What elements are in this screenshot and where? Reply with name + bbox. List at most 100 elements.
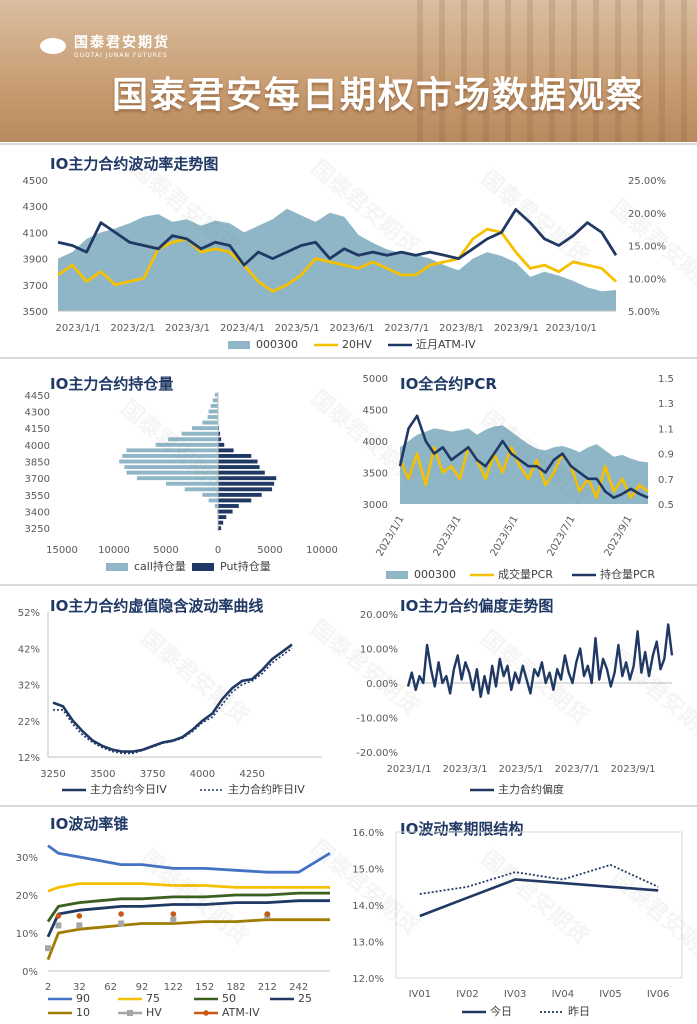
x-tick-label: 212	[258, 982, 277, 993]
y-tick-label: 12.0%	[352, 974, 384, 985]
company-logo: 国泰君安期货 GUOTAI JUNAN FUTURES	[40, 32, 170, 59]
divider	[0, 584, 697, 586]
series-area-000300	[58, 208, 616, 311]
bar-put-4050	[218, 437, 222, 442]
y-right-tick-label: 20.00%	[628, 209, 666, 220]
y-tick-label: 4450	[25, 391, 50, 402]
x-tick-label: 2023/2/1	[110, 323, 155, 334]
page-title: 国泰君安每日期权市场数据观察	[112, 75, 645, 116]
y-tick-label: 42%	[18, 644, 40, 655]
bar-call-4400	[212, 398, 218, 403]
y-left-tick-label: 4500	[23, 176, 48, 187]
x-tick-label: 2023/4/1	[220, 323, 265, 334]
bar-call-4450	[214, 392, 218, 397]
bar-call-3750	[126, 470, 218, 475]
series-line-主力合约今日IV	[52, 643, 293, 753]
y-left-tick-label: 4300	[23, 202, 48, 213]
legend-label: 25	[298, 992, 312, 1005]
y-left-tick-label: 3000	[363, 500, 388, 511]
x-tick-label: 182	[226, 982, 245, 993]
legend-label: 主力合约今日IV	[90, 782, 167, 796]
bar-call-4200	[202, 420, 218, 425]
series-line-cone-25	[46, 899, 330, 938]
x-tick-label: IV03	[504, 989, 527, 1000]
x-tick-label: 3250	[40, 769, 65, 780]
y-right-tick-label: 0.9	[658, 450, 674, 461]
bar-call-3400	[216, 509, 218, 514]
y-tick-label: 20.00%	[360, 610, 398, 621]
x-tick-label: 2023/9/1	[603, 514, 635, 558]
y-left-tick-label: 3900	[23, 255, 48, 266]
x-tick-label: 2023/7/1	[546, 514, 578, 558]
x-tick-label: 2023/7/1	[384, 323, 429, 334]
y-tick-label: -10.00%	[356, 714, 398, 725]
marker-hv	[170, 916, 177, 923]
legend-swatch	[106, 563, 128, 571]
series-line-term-昨日	[419, 863, 659, 895]
marker-hv	[76, 922, 83, 929]
bar-put-3500	[218, 498, 252, 503]
bar-put-4100	[218, 431, 221, 436]
x-tick-label: 92	[136, 982, 149, 993]
bar-put-3400	[218, 509, 233, 514]
x-tick-label: IV04	[552, 989, 575, 1000]
x-tick-label: 10000	[98, 545, 130, 556]
legend-label: 50	[222, 992, 236, 1005]
series-line-term-今日	[419, 878, 659, 918]
divider	[0, 357, 697, 359]
bar-put-3650	[218, 481, 275, 486]
x-tick-label: 2023/3/1	[443, 764, 488, 775]
series-line-主力合约昨日IV	[53, 647, 293, 755]
panel-title-term: IO波动率期限结构	[400, 820, 524, 838]
bar-put-3350	[218, 515, 227, 520]
y-tick-label: 30%	[16, 853, 38, 864]
y-tick-label: 10.00%	[360, 645, 398, 656]
x-tick-label: IV05	[599, 989, 622, 1000]
marker-hv	[45, 945, 51, 952]
y-left-tick-label: 3500	[23, 307, 48, 318]
legend-label: 000300	[256, 338, 298, 351]
bar-put-3450	[218, 504, 239, 508]
panel-title-skew: IO主力合约偏度走势图	[400, 597, 554, 615]
legend-marker-hv	[127, 1010, 133, 1016]
x-tick-label: 2023/1/1	[375, 514, 407, 558]
bar-call-3800	[124, 465, 218, 470]
legend-label: ATM-IV	[222, 1006, 260, 1019]
bar-call-3950	[126, 448, 218, 453]
y-tick-label: 3400	[25, 508, 50, 519]
bar-put-3600	[218, 487, 273, 492]
y-left-tick-label: 3700	[23, 281, 48, 292]
marker-hv	[55, 922, 62, 929]
series-line-cone-50	[46, 891, 330, 923]
y-tick-label: -20.00%	[356, 748, 398, 759]
legend-label: call持仓量	[134, 559, 186, 573]
bar-call-3600	[184, 487, 218, 492]
legend-swatch	[192, 563, 214, 571]
marker-atm-iv	[76, 913, 83, 919]
x-tick-label: IV06	[647, 989, 670, 1000]
series-line-cone-90	[47, 844, 331, 874]
series-line-成交量PCR	[398, 446, 649, 499]
y-tick-label: 32%	[18, 681, 40, 692]
legend-marker-atm-iv	[203, 1010, 209, 1016]
y-tick-label: 0.00%	[366, 679, 398, 690]
bar-put-3550	[218, 492, 262, 497]
y-tick-label: 4000	[25, 441, 50, 452]
series-line-近月ATM-IV	[57, 208, 618, 267]
x-tick-label: 2023/5/1	[489, 514, 521, 558]
x-tick-label: 2023/9/1	[611, 764, 656, 775]
x-tick-label: 2023/5/1	[275, 323, 320, 334]
bar-put-3850	[218, 459, 258, 464]
y-right-tick-label: 1.3	[658, 399, 674, 410]
x-tick-label: 3500	[90, 769, 115, 780]
y-right-tick-label: 1.5	[658, 374, 674, 385]
x-tick-label: 2023/10/1	[546, 323, 597, 334]
y-tick-label: 4150	[25, 424, 50, 435]
legend-swatch	[386, 571, 408, 579]
bar-put-3900	[218, 453, 252, 458]
y-right-tick-label: 1.1	[658, 424, 674, 435]
bar-put-3300	[218, 520, 224, 525]
y-tick-label: 13.0%	[352, 938, 384, 949]
x-tick-label: 2023/5/1	[499, 764, 544, 775]
